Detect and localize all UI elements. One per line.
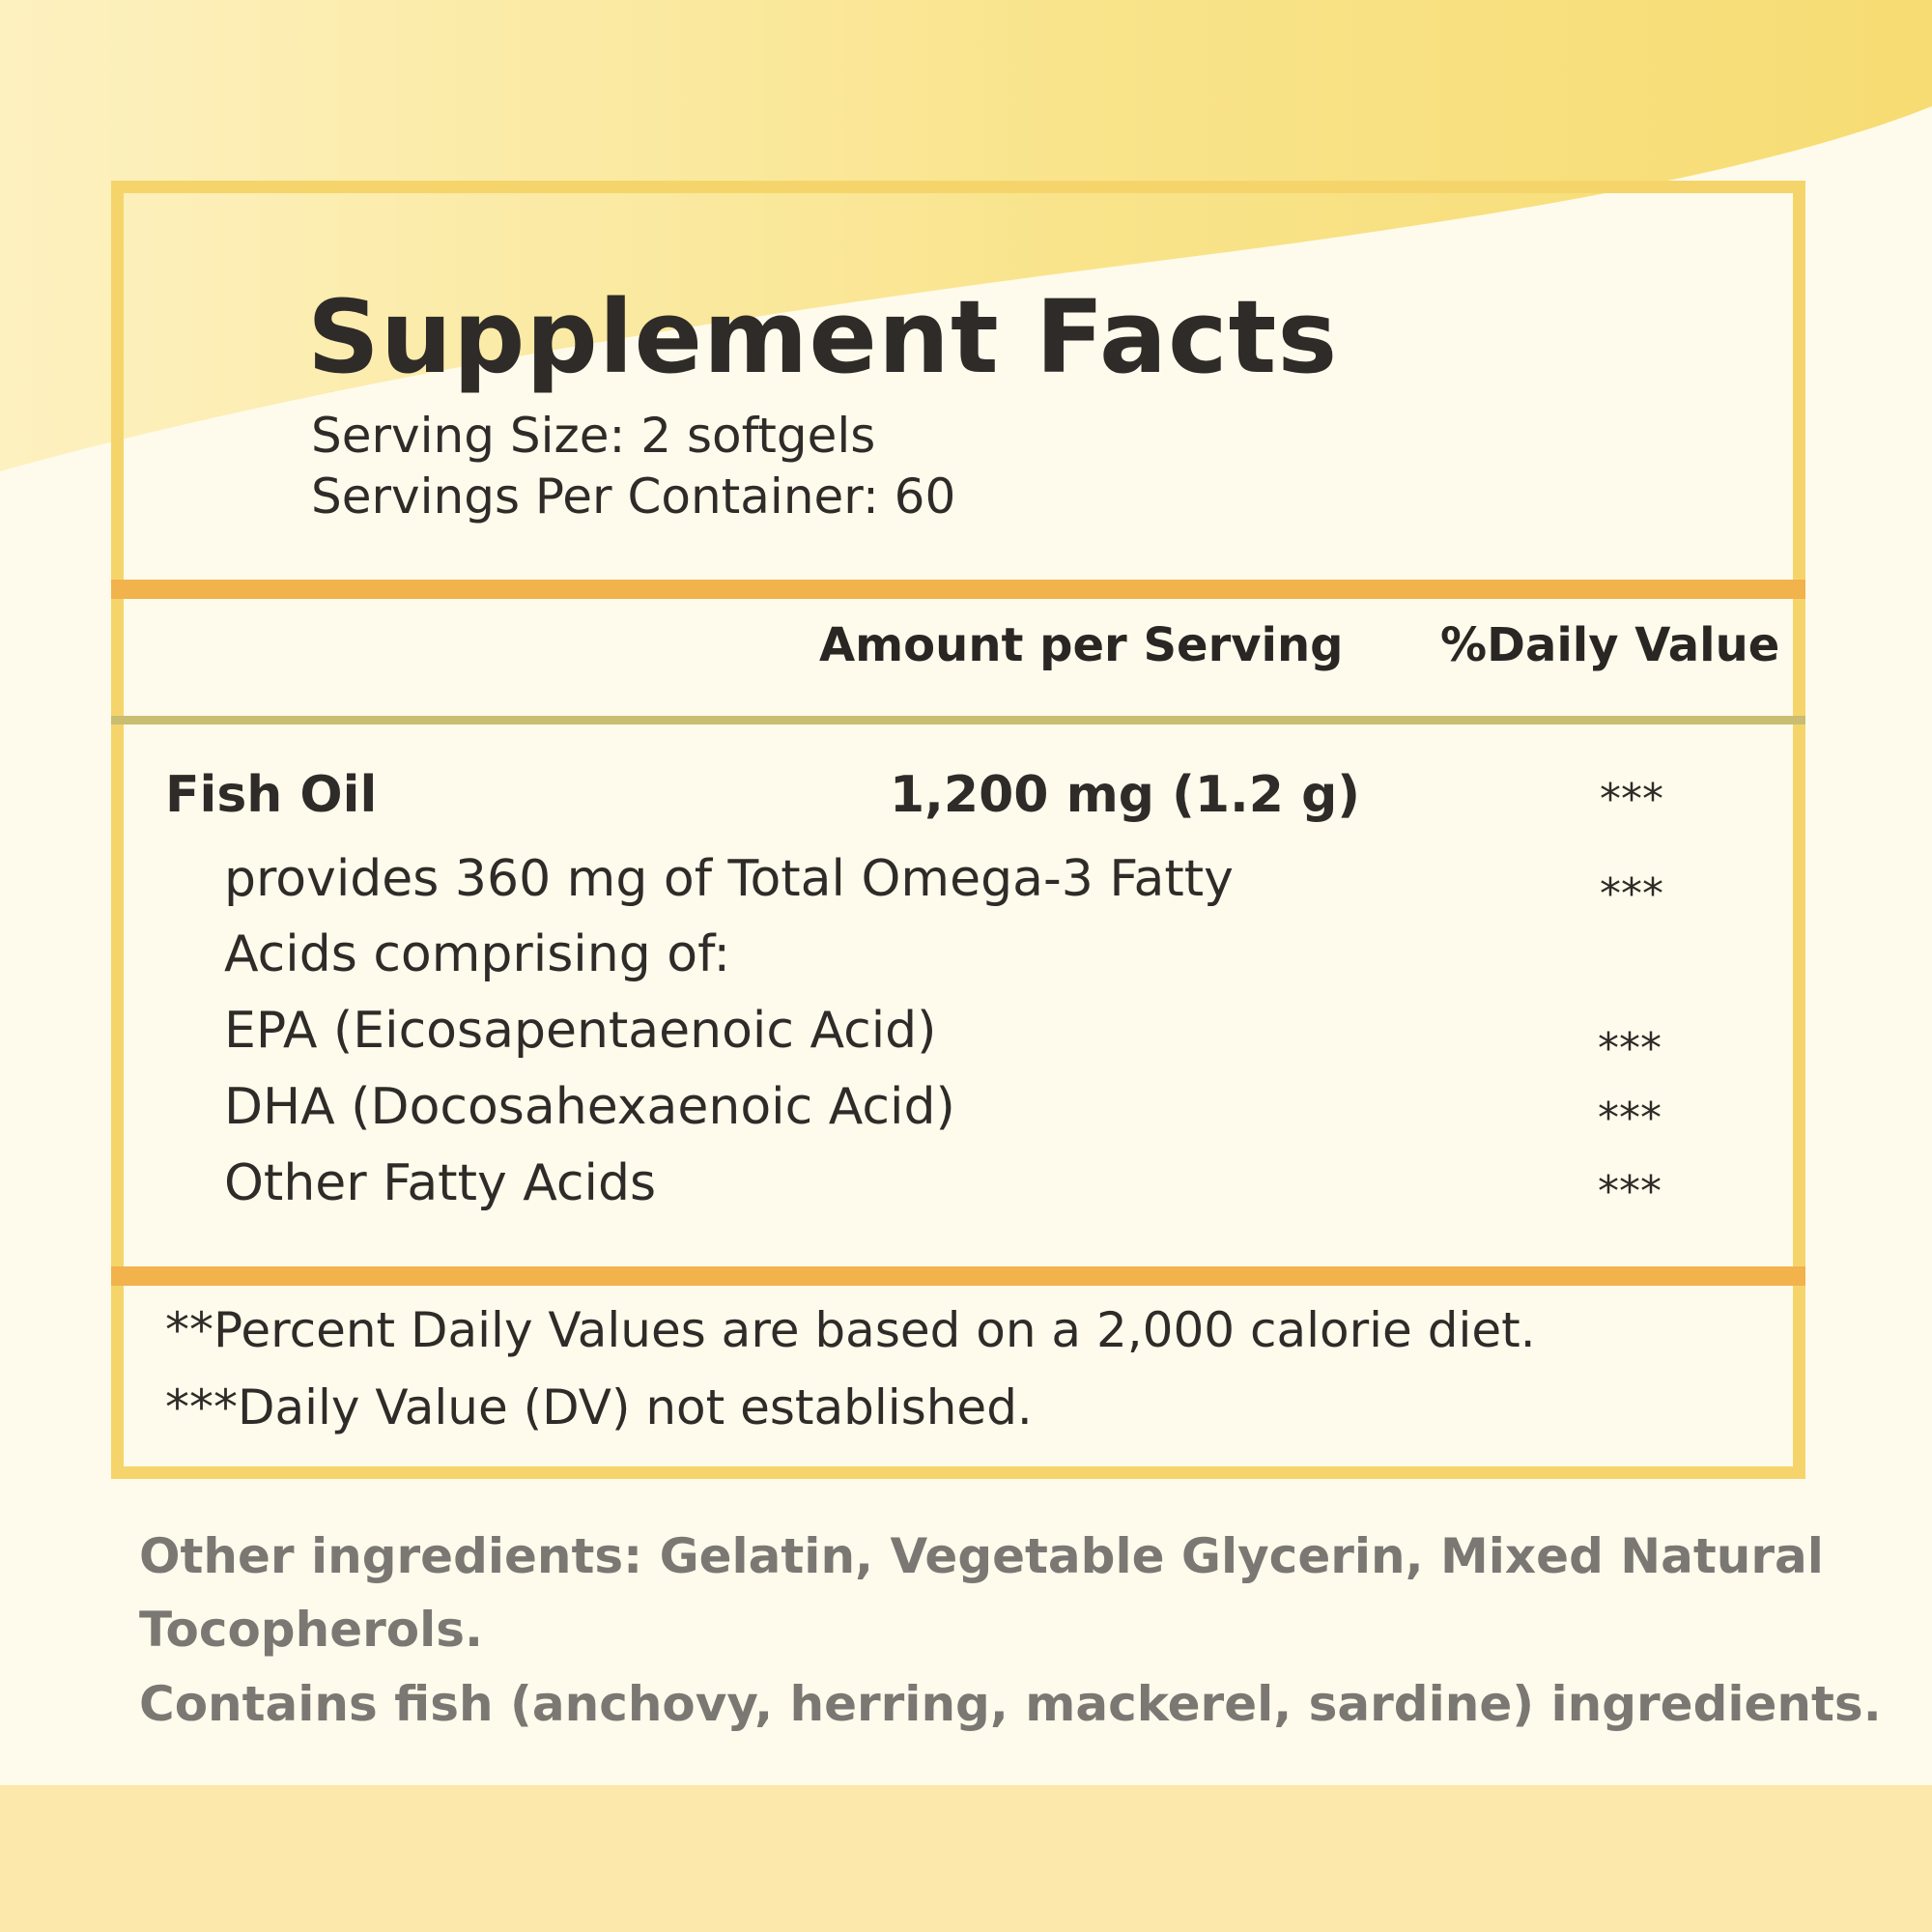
divider-header — [111, 716, 1805, 724]
ingredient-name-epa: EPA (Eicosapentaenoic Acid) — [224, 1002, 937, 1060]
ingredient-dv-epa: *** — [1598, 1024, 1662, 1073]
ingredient-name-omega3-line1: provides 360 mg of Total Omega-3 Fatty — [224, 850, 1234, 908]
ingredient-dv-omega3: *** — [1600, 869, 1663, 919]
ingredient-dv-other-fatty-acids: *** — [1598, 1167, 1662, 1216]
divider-bottom — [111, 1266, 1805, 1286]
ingredient-name-other-fatty-acids: Other Fatty Acids — [224, 1154, 657, 1212]
ingredient-name-omega3-line2: Acids comprising of: — [224, 925, 731, 983]
footnote-percent-daily-value: **Percent Daily Values are based on a 2,… — [165, 1302, 1536, 1358]
ingredient-name-dha: DHA (Docosahexaenoic Acid) — [224, 1078, 955, 1136]
ingredient-amount-fish-oil: 1,200 mg (1.2 g) — [890, 766, 1361, 824]
amount-column-header: Amount per Serving — [819, 618, 1344, 672]
serving-size: Serving Size: 2 softgels — [311, 408, 876, 464]
page-title: Supplement Facts — [307, 278, 1339, 396]
servings-per-container: Servings Per Container: 60 — [311, 469, 956, 525]
ingredient-dv-dha: *** — [1598, 1094, 1662, 1143]
other-ingredients-line2: Tocopherols. — [139, 1602, 484, 1658]
daily-value-column-header: %Daily Value — [1440, 618, 1780, 672]
other-ingredients-line1: Other ingredients: Gelatin, Vegetable Gl… — [139, 1528, 1824, 1584]
ingredient-name-fish-oil: Fish Oil — [165, 766, 378, 824]
bottom-band — [0, 1785, 1932, 1932]
divider-top — [111, 580, 1805, 599]
supplement-facts-panel: Supplement Facts Serving Size: 2 softgel… — [111, 181, 1805, 1479]
allergen-statement: Contains fish (anchovy, herring, mackere… — [139, 1676, 1882, 1732]
ingredient-dv-fish-oil: *** — [1600, 775, 1663, 824]
footnote-dv-not-established: ***Daily Value (DV) not established. — [165, 1379, 1033, 1435]
